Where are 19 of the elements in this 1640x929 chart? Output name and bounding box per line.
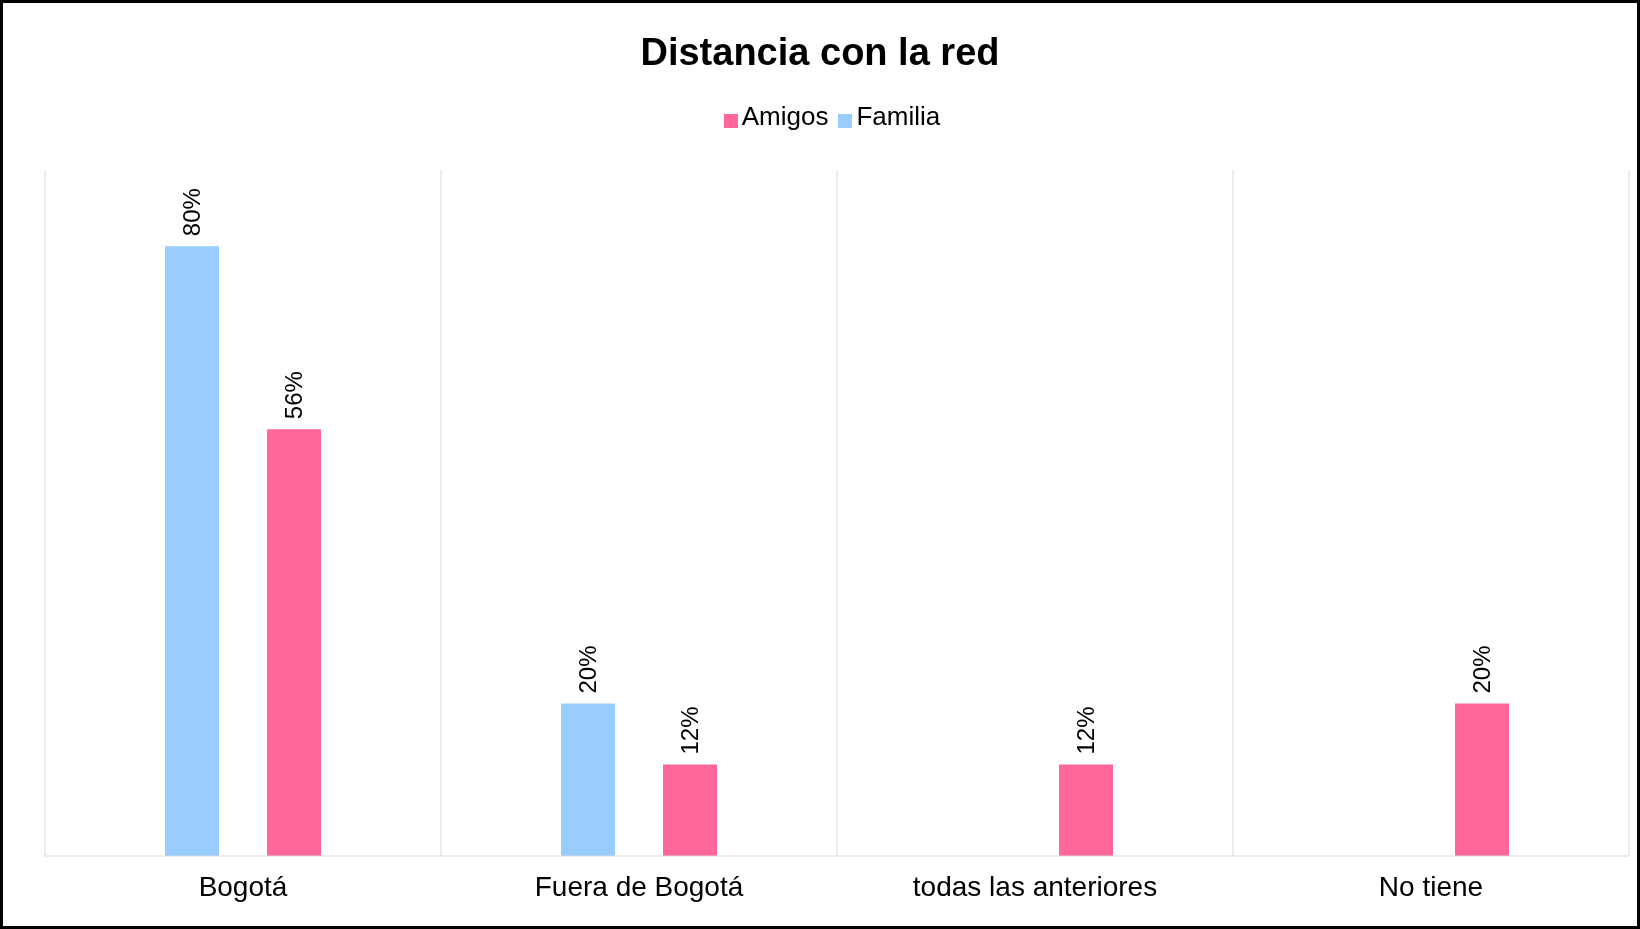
data-label: 20% <box>574 645 602 694</box>
data-label: 20% <box>1468 645 1496 694</box>
bar <box>561 703 615 856</box>
legend-label: Familia <box>856 101 941 131</box>
data-label: 56% <box>280 371 308 420</box>
x-tick-label: todas las anteriores <box>912 870 1158 902</box>
bar <box>267 429 321 856</box>
chart-title: Distancia con la red <box>639 31 1001 74</box>
x-tick-label: Fuera de Bogotá <box>534 870 744 902</box>
legend-label: Amigos <box>741 101 829 131</box>
data-label: 80% <box>178 188 206 237</box>
data-label: 12% <box>676 706 704 755</box>
data-label: 12% <box>1072 706 1100 755</box>
bar <box>1455 703 1509 856</box>
x-tick-label: No tiene <box>1378 870 1484 902</box>
x-tick-label: Bogotá <box>198 870 288 902</box>
bar <box>165 246 219 856</box>
bar <box>1059 764 1113 856</box>
bar <box>663 764 717 856</box>
